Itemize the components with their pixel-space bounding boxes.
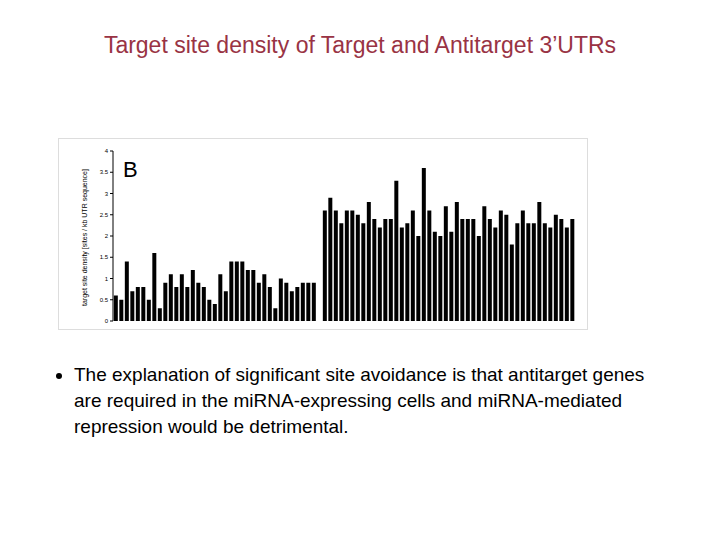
svg-text:1.5: 1.5	[100, 254, 109, 260]
svg-text:0: 0	[105, 318, 109, 324]
html-text:The explanation of significant: The explanation of significant site avoi…	[74, 364, 645, 437]
svg-text:4: 4	[105, 148, 109, 154]
svg-text:target site density [sites / k: target site density [sites / kb UTR sequ…	[81, 169, 89, 306]
svg-text:3: 3	[105, 191, 109, 197]
svg-text:2: 2	[105, 233, 109, 239]
svg-text:3.5: 3.5	[100, 169, 109, 175]
svg-text:2.5: 2.5	[100, 212, 109, 218]
svg-text:0.5: 0.5	[100, 297, 109, 303]
svg-text:1: 1	[105, 276, 109, 282]
html-text:B: B	[123, 157, 138, 182]
html-text:Target site density of Target: Target site density of Target and Antita…	[103, 32, 617, 58]
